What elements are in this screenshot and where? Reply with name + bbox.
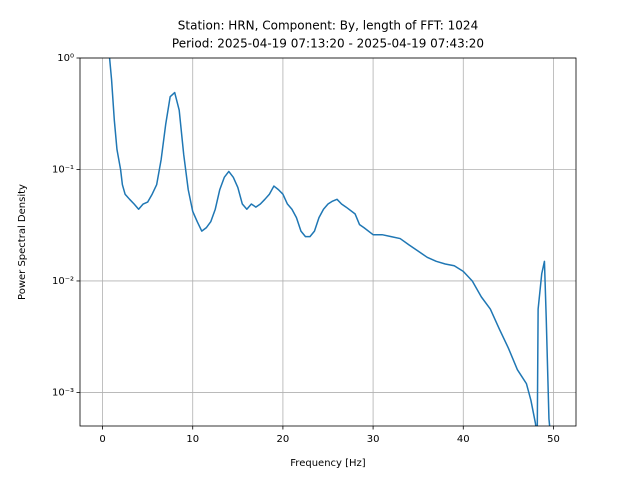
x-tick-label: 40 bbox=[457, 434, 470, 445]
x-tick-label: 0 bbox=[99, 434, 105, 445]
y-axis-label: Power Spectral Density bbox=[17, 184, 28, 300]
x-tick-label: 10 bbox=[186, 434, 199, 445]
x-tick-label: 30 bbox=[367, 434, 380, 445]
x-axis-label: Frequency [Hz] bbox=[290, 458, 366, 469]
y-tick-label: 10⁻² bbox=[52, 276, 74, 287]
x-tick-label: 50 bbox=[547, 434, 560, 445]
chart-title: Station: HRN, Component: By, length of F… bbox=[178, 19, 478, 33]
grid bbox=[80, 57, 576, 426]
y-tick-label: 10⁻³ bbox=[52, 387, 74, 398]
plot-area bbox=[108, 58, 551, 426]
axes-frame bbox=[79, 57, 577, 427]
x-tick-label: 20 bbox=[277, 434, 290, 445]
y-tick-label: 10⁻¹ bbox=[52, 164, 74, 175]
chart-subtitle: Period: 2025-04-19 07:13:20 - 2025-04-19… bbox=[172, 37, 484, 51]
data-line bbox=[108, 58, 551, 426]
y-tick-label: 10⁰ bbox=[57, 53, 74, 64]
